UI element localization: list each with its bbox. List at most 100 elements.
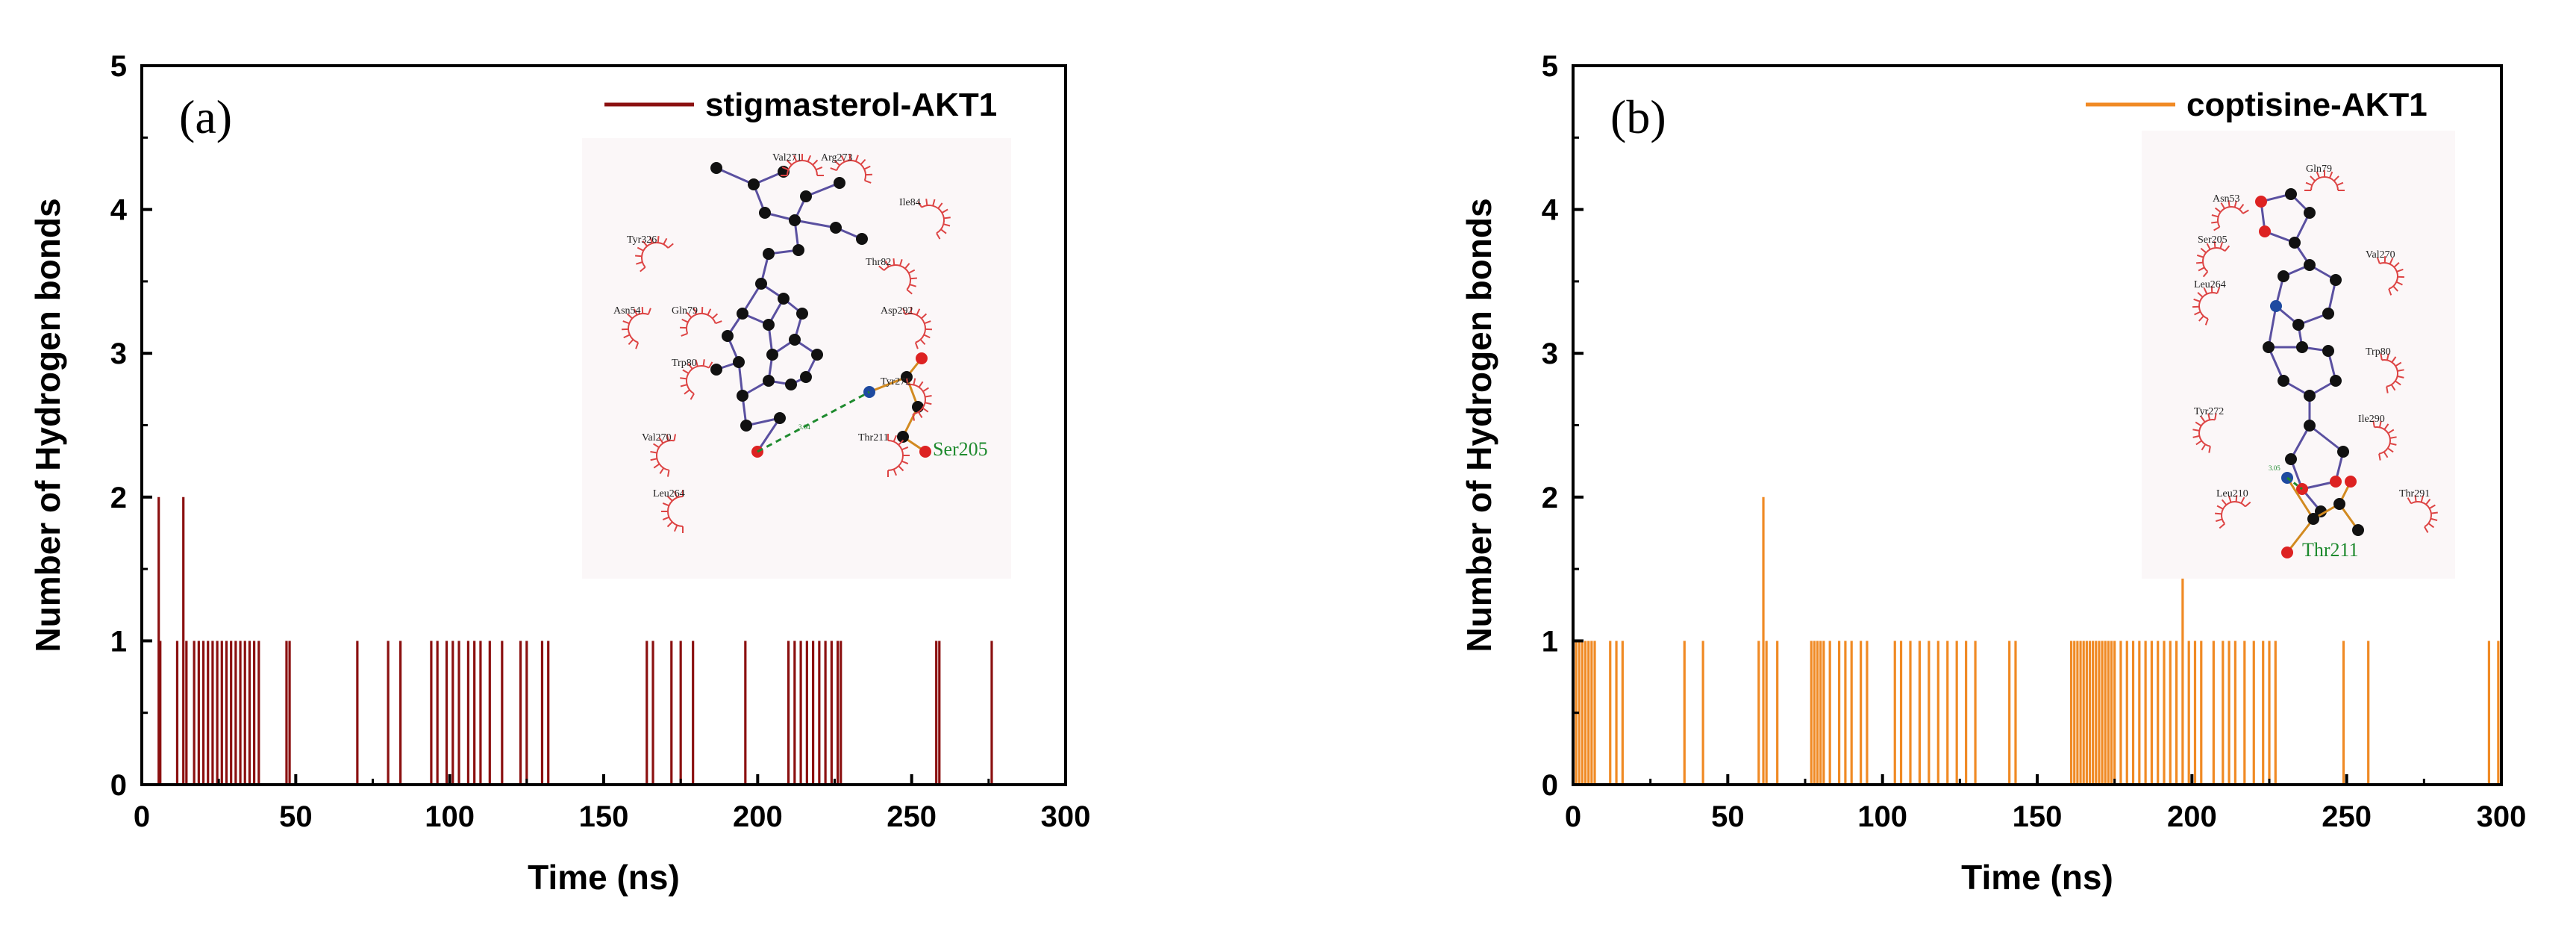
y-tick-label: 1	[110, 625, 127, 658]
atom	[901, 371, 913, 383]
residue-label: Gln79	[672, 305, 698, 317]
x-tick-label: 300	[2477, 800, 2527, 833]
atom	[2278, 375, 2289, 387]
residue-label: Asn54	[613, 305, 641, 317]
x-tick-label: 150	[2013, 800, 2063, 833]
y-tick-label: 0	[1542, 769, 1558, 802]
hydrophobic-contact-icon	[2215, 495, 2251, 529]
hydrophobic-contact-icon	[902, 306, 933, 349]
atom	[834, 177, 845, 189]
hydrophobic-contact-icon	[2407, 495, 2438, 533]
hydrophobic-contact-icon	[2192, 285, 2221, 326]
hbond-distance: 3.05	[2269, 464, 2280, 472]
residue-label: Leu264	[653, 488, 685, 499]
atom	[755, 278, 767, 290]
hydrophobic-contact-icon	[2380, 353, 2404, 393]
atom	[2333, 498, 2345, 510]
atom	[2304, 420, 2316, 432]
hydrophobic-contact-icon	[917, 199, 951, 240]
x-tick-label: 150	[579, 800, 629, 833]
atom	[796, 308, 808, 320]
hydrophobic-contact-icon	[905, 378, 932, 421]
residue-label: Thr211	[858, 432, 889, 443]
atom	[2337, 446, 2349, 458]
hydrophobic-contact-icon	[2211, 200, 2249, 231]
x-tick-label: 250	[887, 800, 937, 833]
atom	[2322, 308, 2334, 320]
atom	[2296, 341, 2308, 353]
residue-label: Tyr272	[881, 376, 910, 387]
hydrophobic-contact-icon	[830, 153, 873, 184]
atom	[710, 364, 722, 376]
residue-label: Asn53	[2213, 193, 2240, 205]
residue-label: Val270	[642, 432, 672, 443]
x-tick-label: 250	[2322, 800, 2372, 833]
y-tick-label: 5	[110, 50, 127, 83]
atom	[722, 330, 734, 342]
ligplot-inset-coptisine: 3.05 Thr211 Gln79 Asn53 Ser205 Val270 Leu264 Tr…	[2142, 131, 2455, 579]
atom	[2330, 375, 2342, 387]
y-tick-label: 5	[1542, 50, 1558, 83]
ligplot-inset-stigmasterol: 3.04 Ser205 Val271 Arg273 Ile84 Tyr326 Thr82 As…	[582, 138, 1011, 579]
hydrophobic-contact-icon	[2196, 241, 2230, 278]
atom	[2304, 390, 2316, 402]
hydrophobic-contact-icon	[887, 434, 910, 477]
residue-label: Arg273	[821, 152, 853, 164]
atom	[2322, 345, 2334, 357]
atom	[793, 244, 804, 256]
residue-label: Gln79	[2306, 164, 2332, 175]
atom	[785, 379, 797, 390]
atom	[740, 420, 752, 432]
residue-label: Thr291	[2399, 488, 2430, 499]
panel-label: (b)	[1610, 90, 1666, 143]
hydrophobic-contact-icon	[661, 490, 684, 533]
atom	[710, 162, 722, 174]
atom	[811, 349, 823, 361]
atom	[2304, 207, 2316, 219]
atom	[2307, 513, 2319, 525]
atom	[2285, 453, 2297, 465]
hydrogen-bond	[2286, 476, 2303, 491]
atom	[830, 222, 842, 234]
y-tick-label: 4	[1542, 194, 1559, 227]
chart-panel-a: 0 50 100 150 200 250 300 0 1 2 3 4 5 Time (ns) Number …	[28, 50, 1090, 897]
atom	[763, 248, 775, 260]
y-tick-label: 3	[110, 337, 127, 370]
x-tick-label: 0	[134, 800, 150, 833]
x-tick-label: 200	[733, 800, 783, 833]
residue-label: Trp80	[2366, 346, 2391, 358]
residue-label: Ile290	[2358, 414, 2385, 425]
atom	[789, 334, 801, 346]
atom	[759, 207, 771, 219]
panel-label: (a)	[179, 90, 232, 143]
atom	[789, 214, 801, 226]
atom	[916, 352, 928, 364]
hbond-residue-label: Ser205	[933, 438, 988, 460]
hydrophobic-contact-icon	[650, 434, 677, 477]
atom	[2259, 225, 2271, 237]
atom	[2278, 270, 2289, 282]
hydrophobic-contact-icon	[621, 306, 651, 349]
x-axis-title: Time (ns)	[528, 858, 680, 897]
x-tick-label: 50	[1711, 800, 1745, 833]
atom	[897, 431, 909, 443]
atom	[2345, 476, 2357, 488]
hydrophobic-contact-icon	[679, 306, 722, 337]
atom	[2270, 300, 2282, 312]
y-tick-label: 2	[110, 482, 127, 514]
y-axis-title: Number of Hydrogen bonds	[1460, 198, 1498, 652]
residue-label: Leu210	[2216, 488, 2248, 499]
x-tick-label: 300	[1041, 800, 1091, 833]
atom	[2285, 188, 2297, 200]
atom	[737, 308, 748, 320]
hydrogen-bond	[757, 390, 870, 453]
atom	[2292, 319, 2304, 331]
hydrophobic-contact-icon	[635, 236, 674, 273]
atom	[2289, 237, 2301, 249]
atom	[856, 233, 868, 245]
y-axis-title: Number of Hydrogen bonds	[28, 198, 67, 652]
y-tick-label: 4	[110, 194, 128, 227]
x-tick-label: 0	[1565, 800, 1581, 833]
atom	[778, 293, 790, 305]
